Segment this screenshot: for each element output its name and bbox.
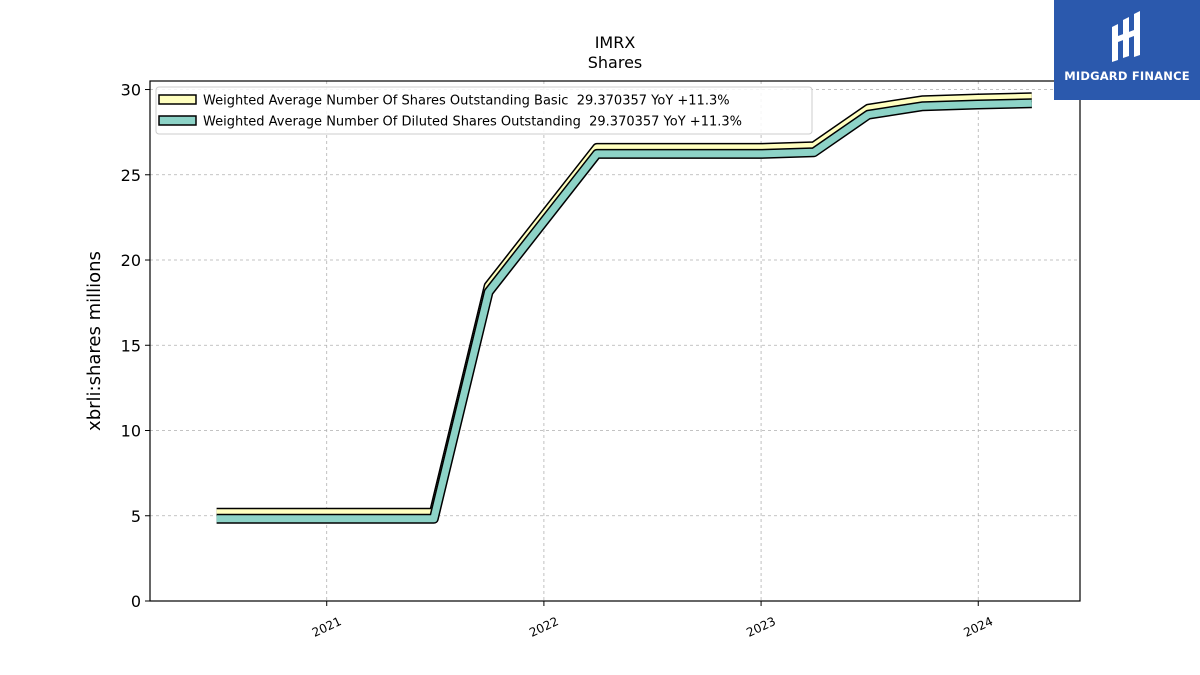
x-tick-label: 2023 [744,614,778,640]
x-tick-label: 2022 [527,614,561,640]
legend: Weighted Average Number Of Shares Outsta… [155,86,813,135]
y-tick-label: 15 [121,336,141,355]
y-tick-label: 10 [121,422,141,441]
y-tick-label: 5 [131,507,141,526]
series-line-0 [216,93,1032,517]
logo-mark-icon [1112,11,1140,62]
legend-label-diluted: Weighted Average Number Of Diluted Share… [203,115,742,130]
series-line-1 [216,99,1032,523]
midgard-finance-logo: MIDGARD FINANCE [1054,0,1200,100]
x-tick-label: 2021 [310,614,344,640]
y-tick-label: 0 [131,592,141,611]
legend-swatch-diluted [158,115,197,126]
y-axis-label: xbrli:shares millions [84,251,105,431]
y-tick-label: 25 [121,166,141,185]
legend-box [155,86,813,135]
x-tick-label: 2024 [961,614,995,640]
y-axis-ticks: 0 5 10 15 20 25 30 [121,81,150,611]
x-axis-ticks: 2021 2022 2023 2024 [310,601,995,640]
chart-subtitle: Shares [588,53,643,72]
series-outline-0 [216,92,1032,518]
chart-title: IMRX [595,33,636,52]
y-tick-label: 30 [121,81,141,100]
legend-label-basic: Weighted Average Number Of Shares Outsta… [203,94,730,109]
logo-text: MIDGARD FINANCE [1064,69,1190,83]
plot-frame [149,80,1081,602]
legend-swatch-basic [158,94,197,105]
y-tick-label: 20 [121,251,141,270]
series-lines [216,92,1032,524]
series-outline-1 [216,98,1032,524]
